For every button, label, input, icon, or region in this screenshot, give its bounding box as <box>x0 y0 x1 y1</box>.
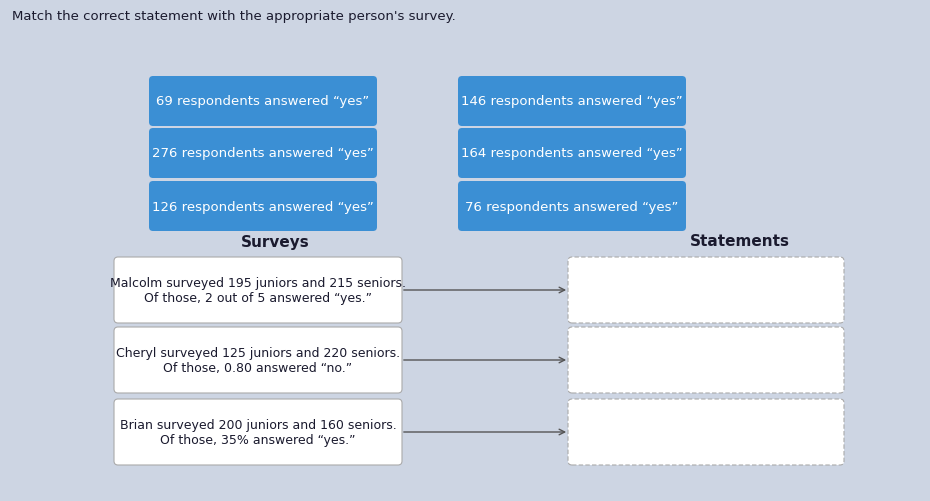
FancyBboxPatch shape <box>114 327 402 393</box>
FancyBboxPatch shape <box>568 258 844 323</box>
FancyBboxPatch shape <box>458 77 686 127</box>
FancyBboxPatch shape <box>114 399 402 465</box>
Text: 164 respondents answered “yes”: 164 respondents answered “yes” <box>461 147 683 160</box>
Text: Brian surveyed 200 juniors and 160 seniors.
Of those, 35% answered “yes.”: Brian surveyed 200 juniors and 160 senio… <box>120 418 396 446</box>
FancyBboxPatch shape <box>149 129 377 179</box>
Text: 69 respondents answered “yes”: 69 respondents answered “yes” <box>156 95 369 108</box>
Text: Match the correct statement with the appropriate person's survey.: Match the correct statement with the app… <box>12 10 456 23</box>
FancyBboxPatch shape <box>149 77 377 127</box>
FancyBboxPatch shape <box>114 258 402 323</box>
Text: Malcolm surveyed 195 juniors and 215 seniors.
Of those, 2 out of 5 answered “yes: Malcolm surveyed 195 juniors and 215 sen… <box>110 277 406 305</box>
Text: Statements: Statements <box>690 234 790 249</box>
Text: Cheryl surveyed 125 juniors and 220 seniors.
Of those, 0.80 answered “no.”: Cheryl surveyed 125 juniors and 220 seni… <box>116 346 400 374</box>
FancyBboxPatch shape <box>568 327 844 393</box>
FancyBboxPatch shape <box>149 182 377 231</box>
Text: Surveys: Surveys <box>241 234 310 249</box>
FancyBboxPatch shape <box>458 129 686 179</box>
Text: 146 respondents answered “yes”: 146 respondents answered “yes” <box>461 95 683 108</box>
Text: 126 respondents answered “yes”: 126 respondents answered “yes” <box>153 200 374 213</box>
FancyBboxPatch shape <box>568 399 844 465</box>
Text: 76 respondents answered “yes”: 76 respondents answered “yes” <box>465 200 679 213</box>
FancyBboxPatch shape <box>458 182 686 231</box>
Text: 276 respondents answered “yes”: 276 respondents answered “yes” <box>153 147 374 160</box>
